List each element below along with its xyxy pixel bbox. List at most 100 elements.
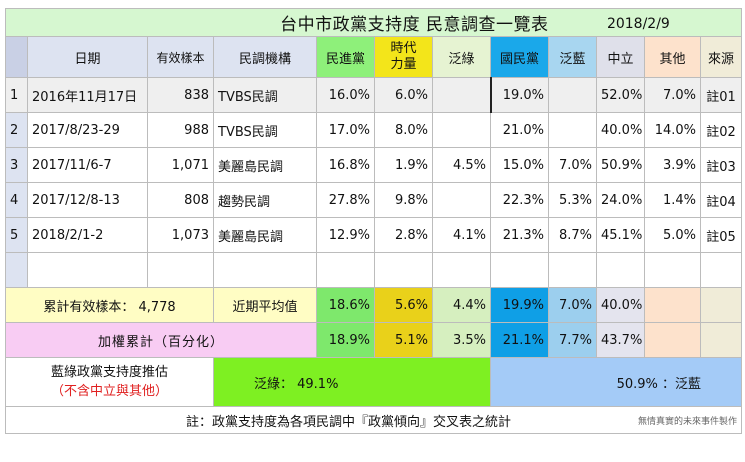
row-kmt: 19.0%: [490, 77, 549, 113]
row-npp: 1.9%: [374, 147, 433, 183]
row-empty-cell: [147, 252, 214, 288]
row-blue: 5.3%: [548, 182, 597, 218]
row-org: TVBS民調: [213, 112, 317, 148]
weighted-kmt: 21.1%: [490, 322, 549, 358]
weighted-source: [699, 322, 743, 358]
table-row: 2 2017/8/23-29 988 TVBS民調 17.0% 8.0% 21.…: [5, 112, 743, 148]
page-title: 台中市政黨支持度 民意調查一覽表: [280, 15, 549, 35]
row-dpp: 17.0%: [316, 112, 375, 148]
row-empty-cell: [316, 252, 375, 288]
row-other: 3.9%: [644, 147, 701, 183]
estimate-label: 藍綠政黨支持度推估: [50, 365, 168, 380]
row-green: 4.1%: [432, 217, 491, 253]
row-org: TVBS民調: [213, 77, 317, 113]
table-row: 5 2018/2/1-2 1,073 美麗島民調 12.9% 2.8% 4.1%…: [5, 217, 743, 253]
weighted-label: 加權累計（百分化）: [5, 322, 317, 358]
weighted-npp: 5.1%: [374, 322, 433, 358]
average-row: 累計有效樣本： 4,778 近期平均值 18.6% 5.6% 4.4% 19.9…: [5, 287, 743, 323]
header-samples: 有效樣本: [147, 36, 214, 78]
weighted-blue: 7.7%: [548, 322, 597, 358]
header-index: [5, 36, 28, 78]
weighted-other: [644, 322, 701, 358]
row-empty-cell: [699, 252, 743, 288]
row-other: 7.0%: [644, 77, 701, 113]
row-samples: 838: [147, 77, 214, 113]
header-npp-line1: 時代: [390, 41, 417, 56]
table-row-empty: [5, 252, 743, 288]
row-kmt: 21.0%: [490, 112, 549, 148]
footer-note: 註：政黨支持度為各項民調中『政黨傾向』交叉表之統計: [186, 414, 512, 430]
avg-kmt: 19.9%: [490, 287, 549, 323]
row-org: 美麗島民調: [213, 147, 317, 183]
row-index: 3: [5, 147, 28, 183]
avg-neutral: 40.0%: [596, 287, 645, 323]
header-row: 日期 有效樣本 民調機構 民進黨 時代 力量 泛綠 國民黨 泛藍 中立 其他 來…: [5, 36, 743, 78]
estimate-label-cell: 藍綠政黨支持度推估 （不含中立與其他）: [5, 357, 214, 407]
total-samples-label: 累計有效樣本：: [43, 299, 135, 315]
row-samples: 1,071: [147, 147, 214, 183]
row-source-link[interactable]: 註01: [699, 77, 743, 113]
row-index: 2: [5, 112, 28, 148]
row-date: 2017/12/8-13: [27, 182, 148, 218]
row-other: 5.0%: [644, 217, 701, 253]
total-samples-cell: 累計有效樣本： 4,778: [5, 287, 214, 323]
row-blue: 8.7%: [548, 217, 597, 253]
title-row: 台中市政黨支持度 民意調查一覽表 更新： 2018/2/9: [5, 8, 743, 37]
row-source-link[interactable]: 註03: [699, 147, 743, 183]
weighted-row: 加權累計（百分化） 18.9% 5.1% 3.5% 21.1% 7.7% 43.…: [5, 322, 743, 358]
header-blue: 泛藍: [548, 36, 597, 78]
poll-table-container: 台中市政黨支持度 民意調查一覽表 更新： 2018/2/9 日期 有效樣本 民調…: [4, 8, 743, 458]
header-other: 其他: [644, 36, 701, 78]
row-source-link[interactable]: 註05: [699, 217, 743, 253]
row-green: 4.5%: [432, 147, 491, 183]
row-date: 2017/8/23-29: [27, 112, 148, 148]
row-org: 趨勢民調: [213, 182, 317, 218]
title-cell: 台中市政黨支持度 民意調查一覽表: [5, 8, 597, 37]
row-index: 5: [5, 217, 28, 253]
row-empty-cell: [596, 252, 645, 288]
row-empty-cell: [548, 252, 597, 288]
updated-date: 更新： 2018/2/9: [597, 15, 670, 32]
row-source-link[interactable]: 註02: [699, 112, 743, 148]
header-npp: 時代 力量: [374, 36, 433, 78]
row-blue: 7.0%: [548, 147, 597, 183]
row-index: 1: [5, 77, 28, 113]
estimate-row: 藍綠政黨支持度推估 （不含中立與其他） 泛綠： 49.1% 50.9% ：泛藍: [5, 357, 743, 407]
header-org: 民調機構: [213, 36, 317, 78]
header-date: 日期: [27, 36, 148, 78]
row-npp: 2.8%: [374, 217, 433, 253]
row-org: 美麗島民調: [213, 217, 317, 253]
avg-source: [699, 287, 743, 323]
poll-table: 台中市政黨支持度 民意調查一覽表 更新： 2018/2/9 日期 有效樣本 民調…: [4, 8, 743, 434]
header-kmt: 國民黨: [490, 36, 549, 78]
table-row: 3 2017/11/6-7 1,071 美麗島民調 16.8% 1.9% 4.5…: [5, 147, 743, 183]
header-neutral: 中立: [596, 36, 645, 78]
footer-credit: 無情真實的未來事件製作: [638, 416, 738, 427]
row-npp: 8.0%: [374, 112, 433, 148]
avg-green: 4.4%: [432, 287, 491, 323]
row-neutral: 40.0%: [596, 112, 645, 148]
row-npp: 9.8%: [374, 182, 433, 218]
row-blue: [548, 112, 597, 148]
avg-npp: 5.6%: [374, 287, 433, 323]
estimate-blue: 50.9% ：泛藍: [489, 357, 743, 407]
row-neutral: 52.0%: [596, 77, 645, 113]
header-source: 來源: [699, 36, 743, 78]
row-kmt: 22.3%: [490, 182, 549, 218]
row-empty-cell: [27, 252, 148, 288]
header-npp-line2: 力量: [390, 57, 417, 72]
weighted-dpp: 18.9%: [316, 322, 375, 358]
row-neutral: 24.0%: [596, 182, 645, 218]
row-npp: 6.0%: [374, 77, 433, 113]
estimate-green: 泛綠： 49.1%: [213, 357, 491, 407]
row-green: [432, 112, 491, 148]
row-green: [432, 77, 492, 113]
row-samples: 808: [147, 182, 214, 218]
row-source-link[interactable]: 註04: [699, 182, 743, 218]
row-date: 2018/2/1-2: [27, 217, 148, 253]
row-dpp: 27.8%: [316, 182, 375, 218]
row-index: [5, 252, 28, 288]
avg-blue: 7.0%: [548, 287, 597, 323]
header-green: 泛綠: [432, 36, 491, 78]
avg-dpp: 18.6%: [316, 287, 375, 323]
